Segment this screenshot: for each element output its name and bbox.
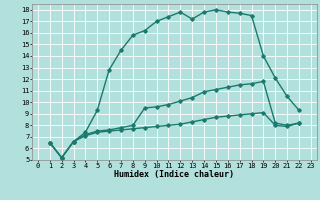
X-axis label: Humidex (Indice chaleur): Humidex (Indice chaleur) bbox=[115, 170, 234, 179]
